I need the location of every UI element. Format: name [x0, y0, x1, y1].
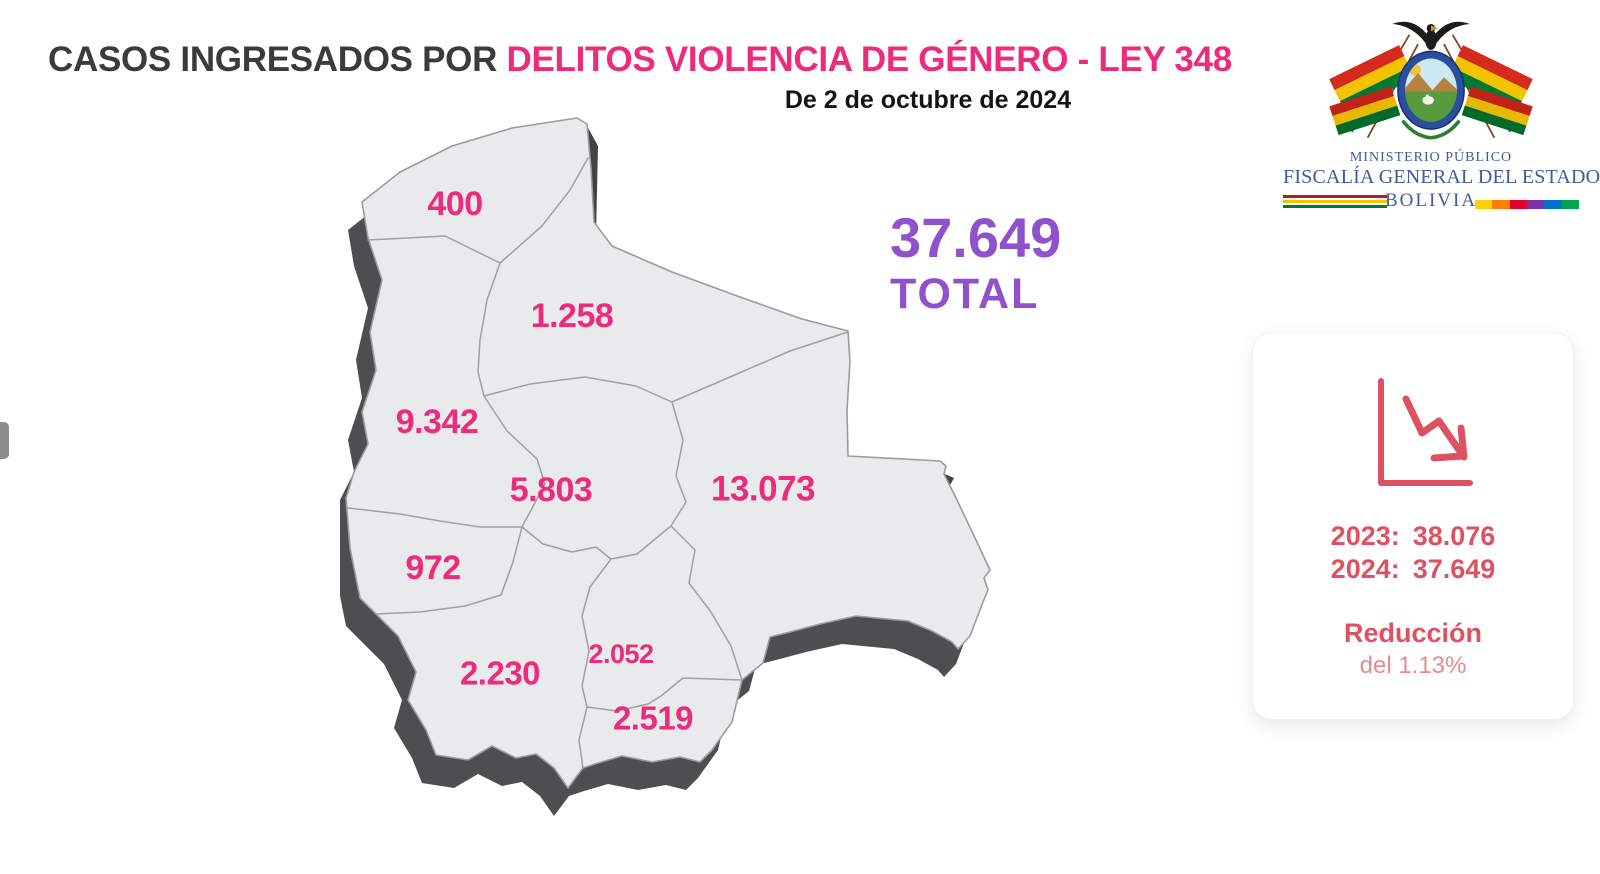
page-title-highlight: DELITOS VIOLENCIA DE GÉNERO - LEY 348	[506, 40, 1233, 79]
laurel	[1401, 120, 1461, 140]
map-label-potosi: 2.230	[460, 655, 540, 692]
trend-down-chart-icon	[1378, 378, 1473, 486]
flags-right-lower	[1461, 86, 1533, 136]
logo-line-ministerio: MINISTERIO PÚBLICO	[1349, 150, 1513, 165]
total-value: 37.649	[890, 206, 1062, 269]
year-comparison: 2023: 38.076 2024: 37.649	[1253, 520, 1573, 586]
map-label-oruro: 972	[405, 549, 460, 587]
map-label-tarija: 2.519	[613, 700, 693, 737]
logo-line-fiscalia: FISCALÍA GENERAL DEL ESTADO	[1283, 166, 1600, 188]
year-2023-value: 38.076	[1412, 521, 1496, 551]
reduction-detail: del 1.13%	[1359, 652, 1467, 679]
bolivia-map-svg: 400 1.258 9.342 5.803 13.073 972 2.230 2…	[332, 117, 991, 816]
map-label-la-paz: 9.342	[396, 403, 479, 441]
total-block: 37.649 TOTAL	[890, 210, 1061, 319]
coat-of-arms	[1329, 21, 1533, 140]
left-edge-tab[interactable]	[0, 422, 9, 459]
flags-left-lower	[1329, 86, 1401, 136]
bolivia-map: 400 1.258 9.342 5.803 13.073 972 2.230 2…	[332, 100, 1000, 860]
logo-line-bolivia: BOLIVIA	[1384, 190, 1478, 211]
map-label-cochabamba: 5.803	[510, 471, 593, 509]
map-label-chuquisaca: 2.052	[588, 639, 653, 669]
stat-row-2024: 2024: 37.649	[1253, 553, 1573, 586]
wiphala-color-bar	[1475, 200, 1579, 209]
year-2024-value: 37.649	[1412, 554, 1496, 584]
page-title: CASOS INGRESADOS POR DELITOS VIOLENCIA D…	[48, 40, 1232, 80]
reduction-title: Reducción	[1343, 618, 1483, 648]
page-title-prefix: CASOS INGRESADOS POR	[48, 40, 507, 79]
report-date: De 2 de octubre de 2024	[784, 86, 1072, 114]
year-2023-label: 2023:	[1330, 521, 1400, 551]
fiscalia-logo: MINISTERIO PÚBLICO FISCALÍA GENERAL DEL …	[1283, 8, 1600, 212]
total-label: TOTAL	[890, 270, 1040, 318]
bolivia-flag-stripes	[1283, 195, 1387, 208]
logo-text-block: MINISTERIO PÚBLICO FISCALÍA GENERAL DEL …	[1283, 150, 1600, 212]
year-2024-label: 2024:	[1330, 554, 1400, 584]
map-outline	[345, 117, 991, 789]
condor-icon	[1392, 21, 1470, 50]
map-department-borders	[347, 157, 849, 769]
map-label-santa-cruz: 13.073	[711, 469, 815, 508]
map-label-beni: 1.258	[531, 297, 614, 335]
stat-row-2023: 2023: 38.076	[1253, 520, 1573, 553]
map-label-pando: 400	[427, 185, 482, 223]
reduction-card: 2023: 38.076 2024: 37.649 Reducción del …	[1252, 332, 1574, 720]
